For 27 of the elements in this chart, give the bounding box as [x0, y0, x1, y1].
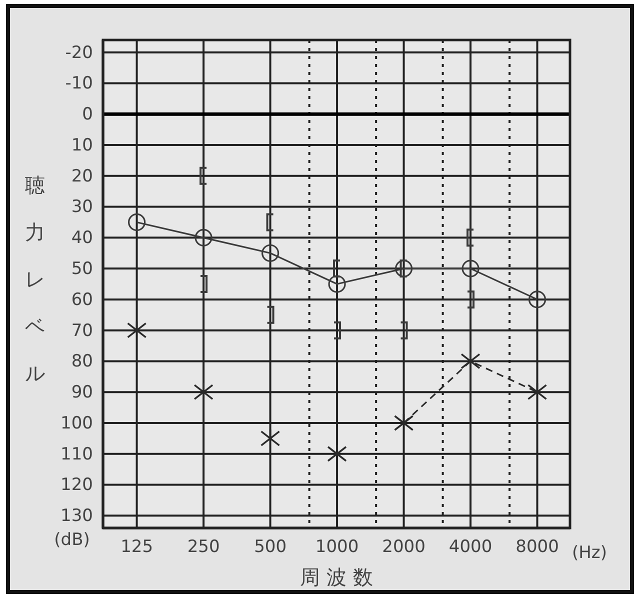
y-tick-label: 50	[71, 258, 93, 279]
x-tick-label: 500	[254, 537, 287, 558]
y-tick-label: 80	[71, 352, 93, 372]
x-axis-title: 周 波 数	[300, 565, 373, 589]
y-tick-label: 40	[71, 228, 93, 248]
text: (Hz)	[572, 543, 607, 563]
y-tick-label: 110	[60, 444, 93, 464]
x-tick-label: 125	[120, 537, 154, 558]
y-tick-label: 70	[71, 320, 93, 341]
y-tick-label: 10	[71, 135, 93, 156]
y-tick-label: 130	[60, 506, 93, 526]
y-tick-label: 60	[71, 290, 93, 310]
y-axis-title: 聴力レベル	[25, 173, 45, 385]
x-tick-label: 8000	[516, 537, 559, 558]
text: (dB)	[54, 530, 90, 550]
x-tick-label: 250	[187, 537, 220, 558]
y-tick-label: -10	[65, 74, 93, 94]
y-tick-label: 0	[82, 104, 93, 125]
x-tick-label: 2000	[382, 537, 426, 558]
x-tick-label: 1000	[315, 537, 359, 558]
y-tick-label: 30	[71, 197, 93, 218]
y-tick-label: 20	[71, 166, 93, 186]
y-tick-label: -20	[65, 42, 93, 63]
y-tick-label: 100	[60, 413, 93, 434]
x-tick-label: 4000	[448, 537, 492, 558]
y-tick-label: 90	[71, 382, 93, 403]
y-tick-label: 120	[60, 475, 93, 496]
